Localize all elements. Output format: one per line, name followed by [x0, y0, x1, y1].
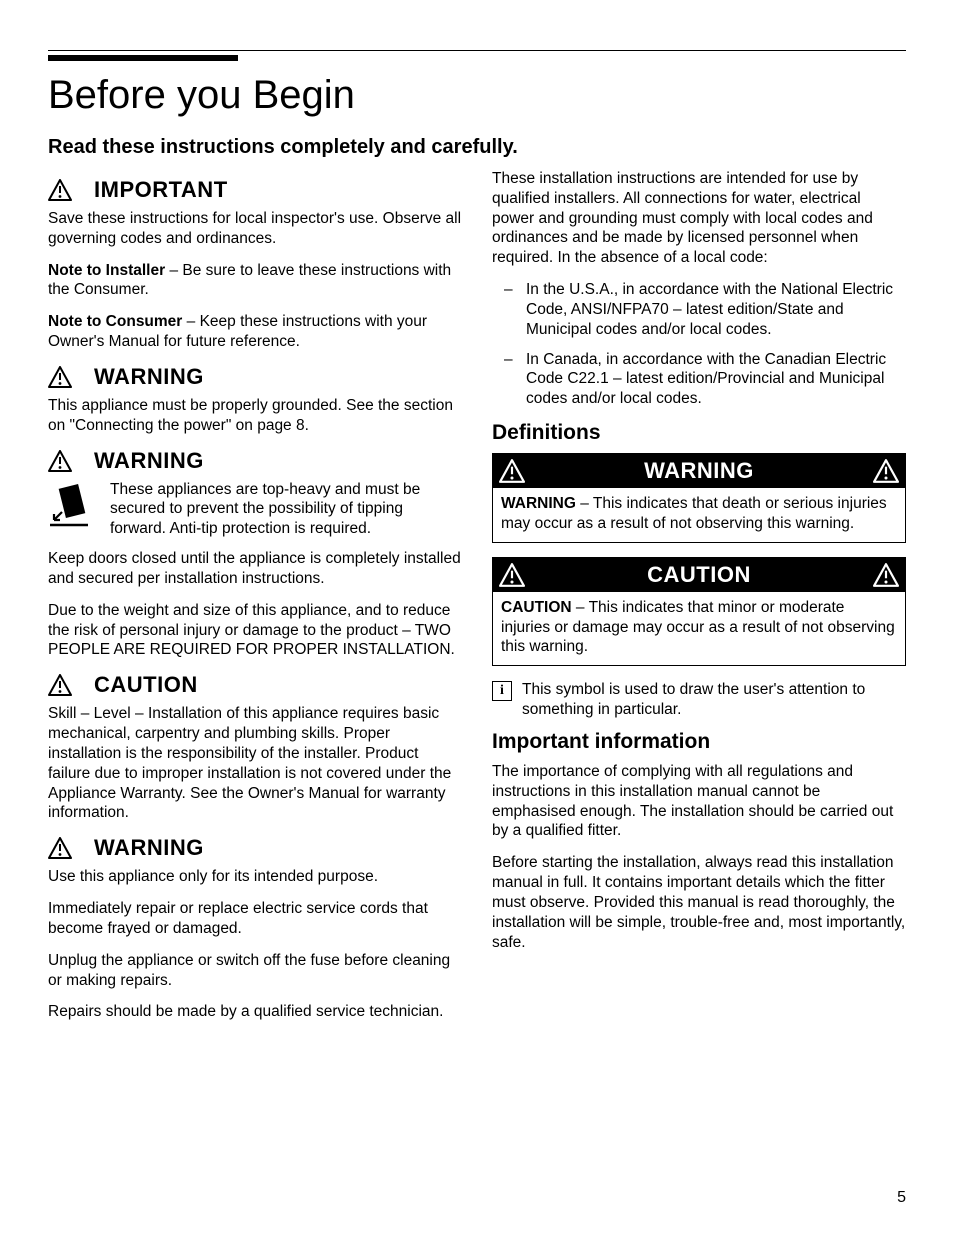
warning3-heading: WARNING [48, 835, 462, 861]
top-horizontal-rule [48, 50, 906, 51]
important-info-p2: Before starting the installation, always… [492, 853, 906, 952]
code-list: In the U.S.A., in accordance with the Na… [492, 280, 906, 409]
caution-label: CAUTION [94, 672, 198, 698]
definition-warning-box: WARNING WARNING – This indicates that de… [492, 453, 906, 543]
info-symbol-row: i This symbol is used to draw the user's… [492, 680, 906, 720]
note-consumer-label: Note to Consumer [48, 313, 182, 330]
page-number: 5 [897, 1189, 906, 1207]
note-consumer: Note to Consumer – Keep these instructio… [48, 312, 462, 352]
important-info-p1: The importance of complying with all reg… [492, 762, 906, 841]
warning2-label: WARNING [94, 448, 204, 474]
caution-p1: Skill – Level – Installation of this app… [48, 704, 462, 823]
warning-triangle-icon [873, 563, 899, 587]
definition-warning-label: WARNING [644, 458, 754, 484]
warning1-heading: WARNING [48, 364, 462, 390]
warning3-p2: Immediately repair or replace electric s… [48, 899, 462, 939]
info-symbol-text: This symbol is used to draw the user's a… [520, 680, 906, 720]
warning3-p3: Unplug the appliance or switch off the f… [48, 951, 462, 991]
warning-triangle-icon [48, 674, 72, 696]
definition-warning-body: WARNING – This indicates that death or s… [493, 488, 905, 542]
warning3-p1: Use this appliance only for its intended… [48, 867, 462, 887]
warning-triangle-icon [873, 459, 899, 483]
warning1-label: WARNING [94, 364, 204, 390]
definition-caution-banner: CAUTION [493, 558, 905, 592]
anti-tip-icon [48, 480, 98, 535]
definition-caution-bold: CAUTION [501, 599, 572, 616]
page-subtitle: Read these instructions completely and c… [48, 136, 906, 159]
important-p1: Save these instructions for local inspec… [48, 209, 462, 249]
warning-triangle-icon [499, 563, 525, 587]
caution-heading: CAUTION [48, 672, 462, 698]
left-column: IMPORTANT Save these instructions for lo… [48, 169, 462, 1034]
definition-warning-banner: WARNING [493, 454, 905, 488]
definition-warning-bold: WARNING [501, 495, 576, 512]
definition-caution-label: CAUTION [647, 562, 751, 588]
warning2-p2: Keep doors closed until the appliance is… [48, 549, 462, 589]
definitions-heading: Definitions [492, 421, 906, 445]
important-heading: IMPORTANT [48, 177, 462, 203]
warning1-p1: This appliance must be properly grounded… [48, 396, 462, 436]
warning2-p3: Due to the weight and size of this appli… [48, 601, 462, 660]
note-installer-label: Note to Installer [48, 262, 165, 279]
right-column: These installation instructions are inte… [492, 169, 906, 1034]
page-title: Before you Begin [48, 73, 906, 118]
info-icon: i [492, 681, 512, 701]
warning2-heading: WARNING [48, 448, 462, 474]
warning3-label: WARNING [94, 835, 204, 861]
warning3-p4: Repairs should be made by a qualified se… [48, 1002, 462, 1022]
definition-caution-body: CAUTION – This indicates that minor or m… [493, 592, 905, 665]
code-item-canada: In Canada, in accordance with the Canadi… [492, 350, 906, 409]
intro-paragraph: These installation instructions are inte… [492, 169, 906, 268]
title-accent-bar [48, 55, 238, 61]
note-installer: Note to Installer – Be sure to leave the… [48, 261, 462, 301]
warning-triangle-icon [48, 366, 72, 388]
anti-tip-row: These appliances are top-heavy and must … [48, 480, 462, 539]
definition-caution-box: CAUTION CAUTION – This indicates that mi… [492, 557, 906, 666]
warning-triangle-icon [48, 837, 72, 859]
anti-tip-text: These appliances are top-heavy and must … [110, 480, 462, 539]
warning-triangle-icon [499, 459, 525, 483]
warning-triangle-icon [48, 450, 72, 472]
content-columns: IMPORTANT Save these instructions for lo… [48, 169, 906, 1034]
code-item-usa: In the U.S.A., in accordance with the Na… [492, 280, 906, 339]
warning-triangle-icon [48, 179, 72, 201]
important-label: IMPORTANT [94, 177, 228, 203]
important-info-heading: Important information [492, 730, 906, 754]
